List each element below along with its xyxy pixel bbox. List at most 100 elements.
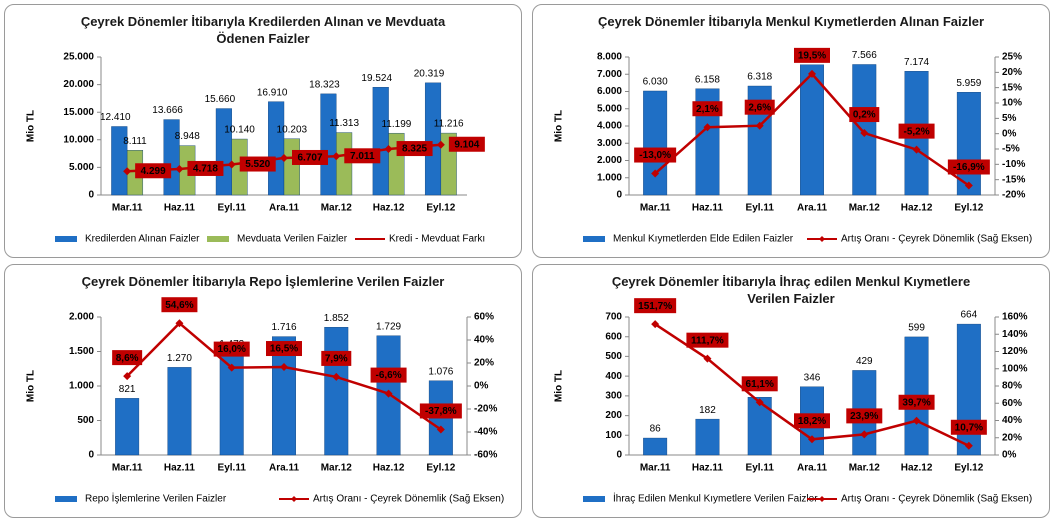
chart-panel: 0 5.000 10.000 15.000 20.000 25.000 Mio TL Mar.…	[4, 4, 522, 258]
data-label-box	[344, 148, 381, 164]
bar	[167, 367, 192, 456]
y-tick-label: 500	[77, 415, 94, 426]
data-label: 10.140	[224, 125, 255, 136]
x-tick-label: Mar.12	[849, 203, 881, 214]
y2-tick-label: 20%	[1002, 67, 1022, 78]
line-marker	[964, 181, 973, 190]
x-tick-label: Eyl.12	[954, 203, 983, 214]
legend-swatch	[819, 236, 825, 242]
data-label: 8.948	[175, 131, 200, 142]
data-label-box	[161, 297, 198, 313]
data-label: 15.660	[205, 94, 236, 105]
data-label: 6.158	[695, 74, 720, 85]
y2-tick-label: -20%	[474, 404, 497, 415]
y2-tick-label: 0%	[1002, 128, 1017, 139]
data-label-box	[448, 136, 485, 152]
data-label: 821	[119, 384, 136, 395]
data-label-box	[634, 147, 677, 163]
y2-tick-label: -15%	[1002, 174, 1025, 185]
y2-tick-label: 100%	[1002, 363, 1028, 374]
data-label-box	[849, 107, 880, 123]
x-tick-label: Haz.11	[164, 203, 196, 214]
bar	[643, 90, 668, 196]
legend-swatch	[583, 236, 605, 242]
bar	[800, 64, 824, 196]
y2-tick-label: 0%	[1002, 450, 1017, 461]
data-label-box	[370, 367, 407, 383]
data-label: 20.319	[414, 68, 445, 79]
bar	[324, 327, 349, 456]
data-label-box	[266, 341, 302, 357]
chart: 0 5.000 10.000 15.000 20.000 25.000 Mio TL Mar.…	[26, 52, 486, 245]
data-label: 10,7%	[955, 422, 983, 433]
x-tick-label: Ara.11	[797, 463, 827, 474]
line-marker	[436, 140, 445, 149]
data-label: 2,6%	[748, 102, 771, 113]
data-label: 7.011	[350, 151, 375, 162]
data-label: 7.174	[904, 57, 929, 68]
line-marker	[227, 363, 236, 372]
data-label-box	[135, 163, 172, 179]
data-label: 11.216	[434, 119, 464, 130]
data-label: 5.959	[956, 78, 981, 89]
legend-label: İhraç Edilen Menkul Kıymetlere Verilen F…	[613, 492, 818, 505]
data-label: 18.323	[309, 79, 340, 90]
data-label: 8,6%	[116, 353, 139, 364]
data-label: 111,7%	[691, 335, 724, 346]
line-marker	[964, 441, 973, 450]
legend-swatch	[55, 236, 77, 242]
bar	[695, 418, 720, 456]
y-tick-label: 10.000	[63, 134, 94, 145]
x-tick-label: Haz.11	[692, 203, 724, 214]
x-tick-label: Haz.12	[901, 203, 933, 214]
data-label: 6.030	[643, 77, 668, 88]
y-tick-label: 6.000	[597, 86, 622, 97]
y2-tick-label: -20%	[1002, 190, 1025, 201]
y-tick-label: 20.000	[63, 79, 94, 90]
x-tick-label: Eyl.11	[746, 463, 775, 474]
data-label-box	[213, 341, 250, 357]
chart-panel: 0 100 200 300 400 500 600 700 0% 20% 40% 60% 80% 100%…	[532, 264, 1050, 518]
y2-tick-label: 40%	[474, 335, 494, 346]
data-label-box	[794, 413, 830, 429]
y-tick-label: 25.000	[63, 52, 94, 63]
data-label: 54,6%	[165, 300, 193, 311]
y-tick-label: 5.000	[597, 103, 622, 114]
line-marker	[703, 354, 712, 363]
data-label-box	[794, 47, 830, 63]
data-label: 19.524	[361, 73, 392, 84]
data-label: 8.111	[123, 136, 147, 147]
x-tick-label: Eyl.11	[746, 203, 775, 214]
y2-tick-label: 15%	[1002, 82, 1022, 93]
y-tick-label: 1.000	[69, 381, 94, 392]
x-tick-label: Eyl.11	[218, 203, 247, 214]
legend-swatch	[291, 496, 297, 502]
data-label-box	[187, 160, 224, 176]
x-tick-label: Eyl.12	[954, 463, 983, 474]
bar	[268, 101, 285, 196]
x-tick-label: Mar.11	[112, 463, 143, 474]
line-marker	[436, 425, 445, 434]
data-label: 19,5%	[798, 51, 826, 62]
chart-panel: 0 1.000 2.000 3.000 4.000 5.000 6.000 7.000 8.00…	[532, 4, 1050, 258]
x-tick-label: Ara.11	[797, 203, 827, 214]
legend-swatch	[55, 496, 77, 502]
y-tick-label: 3.000	[597, 138, 622, 149]
y2-tick-label: 60%	[1002, 398, 1022, 409]
y2-tick-label: 60%	[474, 312, 494, 323]
data-label: 1.076	[428, 366, 453, 377]
y2-tick-label: 40%	[1002, 415, 1022, 426]
data-label-box	[741, 376, 778, 392]
legend-swatch	[819, 496, 825, 502]
y2-tick-label: 20%	[1002, 432, 1022, 443]
x-tick-label: Haz.12	[373, 463, 405, 474]
y-tick-label: 1.000	[597, 172, 622, 183]
data-label: 4.718	[193, 164, 218, 175]
data-label: 6.707	[297, 153, 322, 164]
line-marker	[384, 145, 393, 154]
data-label: 4.299	[141, 166, 166, 177]
data-label: 10.203	[277, 124, 308, 135]
y2-tick-label: -5%	[1002, 144, 1020, 155]
x-tick-label: Haz.11	[164, 463, 196, 474]
data-label: 11.199	[381, 119, 411, 130]
